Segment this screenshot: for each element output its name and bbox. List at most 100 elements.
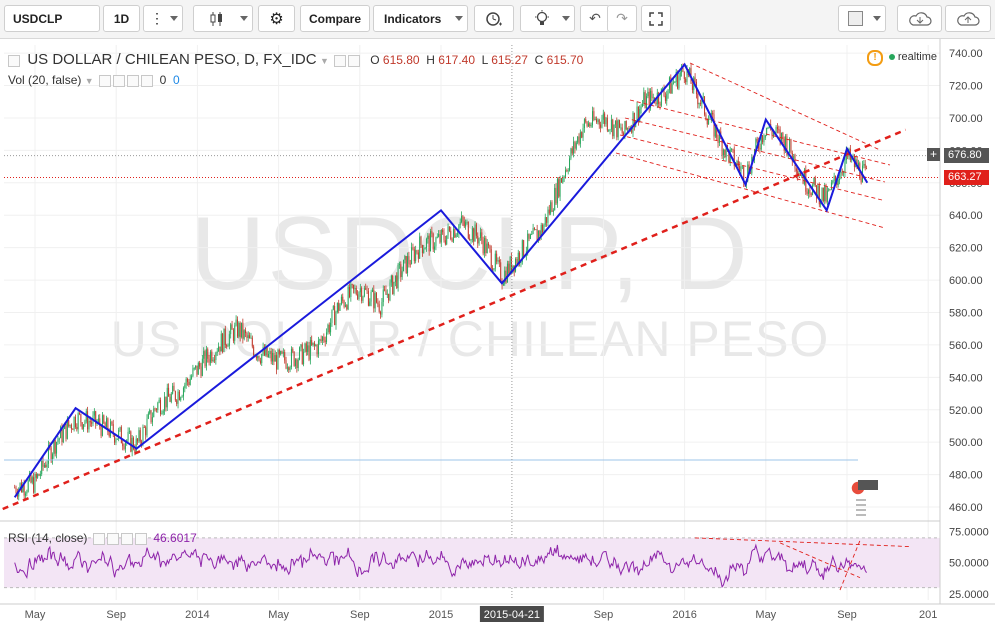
- toolbar: USDCLP 1D ⋮ ⚙ Compare Indicators ↶ ↷: [0, 0, 995, 39]
- candle-body: [164, 396, 166, 411]
- candle-body: [269, 351, 271, 354]
- candle-body: [698, 103, 700, 105]
- candle-body: [712, 112, 714, 115]
- candle-body: [594, 118, 596, 120]
- candle-body: [123, 446, 125, 450]
- eye-icon[interactable]: [98, 74, 111, 87]
- candle-body: [569, 158, 571, 171]
- eye-icon[interactable]: [92, 532, 105, 545]
- candle-body: [505, 270, 507, 283]
- collapse-icon[interactable]: [8, 54, 20, 67]
- candle-body: [543, 224, 545, 233]
- candle-body: [497, 260, 499, 262]
- candle-body: [452, 229, 454, 242]
- candle-body: [39, 474, 41, 476]
- candle-body: [308, 345, 310, 360]
- candle-body: [763, 137, 765, 143]
- candle-body: [623, 133, 625, 136]
- candlestick-icon: [210, 11, 222, 26]
- candle-body: [566, 170, 568, 172]
- chevron-down-icon[interactable]: ▼: [319, 56, 329, 66]
- load-layout-button[interactable]: [897, 5, 942, 32]
- redo-button[interactable]: ↷: [607, 5, 637, 32]
- settings-mini-icon[interactable]: [348, 54, 361, 67]
- ideas-button[interactable]: [520, 5, 575, 32]
- candle-body: [797, 171, 799, 176]
- channel-line: [689, 62, 881, 151]
- candle-body: [130, 431, 132, 452]
- candle-body: [124, 442, 126, 450]
- candle-body: [840, 172, 842, 179]
- candle-body: [455, 234, 457, 238]
- candle-body: [736, 160, 738, 166]
- candle-body: [517, 252, 519, 264]
- candle-body: [801, 174, 803, 176]
- rsi-tick-label: 50.0000: [949, 558, 989, 570]
- more-icon[interactable]: [134, 532, 147, 545]
- close-icon[interactable]: [120, 532, 133, 545]
- candle-body: [61, 426, 63, 443]
- settings-button[interactable]: ⚙: [258, 5, 295, 32]
- rsi-trendline: [779, 542, 861, 579]
- indicators-button[interactable]: Indicators: [373, 5, 468, 32]
- close-icon[interactable]: [126, 74, 139, 87]
- candle-body: [176, 400, 178, 404]
- candle-body: [666, 94, 668, 101]
- volume-value-1: 0: [159, 73, 167, 87]
- symbol-search-input[interactable]: USDCLP: [4, 5, 100, 32]
- candle-body: [336, 302, 338, 313]
- candle-body: [133, 437, 134, 449]
- candle-body: [504, 270, 506, 284]
- candle-body: [238, 322, 240, 337]
- candle-body: [377, 302, 379, 305]
- candle-body: [776, 127, 778, 130]
- interval-button[interactable]: 1D: [103, 5, 140, 32]
- candle-body: [200, 366, 202, 376]
- rsi-label: RSI (14, close): [8, 531, 88, 545]
- gear-icon: ⚙: [269, 10, 284, 28]
- candle-body: [110, 421, 112, 437]
- candle-body: [97, 418, 99, 423]
- candle-body: [494, 253, 496, 269]
- compare-button[interactable]: Compare: [300, 5, 370, 32]
- candle-body: [670, 77, 672, 94]
- candle-body: [682, 66, 684, 72]
- fullscreen-button[interactable]: [641, 5, 671, 32]
- more-icon[interactable]: [140, 74, 153, 87]
- candle-body: [370, 291, 372, 302]
- candle-body: [215, 352, 217, 361]
- color-theme-button[interactable]: [838, 5, 886, 32]
- candle-body: [694, 77, 696, 82]
- warning-icon[interactable]: !: [867, 50, 883, 66]
- add-alert-icon[interactable]: +: [927, 148, 940, 161]
- candle-body: [335, 312, 337, 326]
- close-label: C: [534, 53, 544, 67]
- candle-body: [779, 129, 781, 142]
- eye-icon[interactable]: [334, 54, 347, 67]
- settings-mini-icon[interactable]: [106, 532, 119, 545]
- time-tick-label: May: [755, 609, 776, 621]
- candle-body: [565, 170, 566, 177]
- candle-body: [755, 138, 757, 150]
- alert-button[interactable]: [474, 5, 514, 32]
- candle-body: [506, 263, 508, 283]
- candle-body: [432, 233, 434, 250]
- candle-body: [747, 164, 749, 181]
- more-intervals-button[interactable]: ⋮: [143, 5, 183, 32]
- chevron-down-icon[interactable]: ▼: [84, 76, 94, 86]
- crosshair-date-box: [479, 606, 544, 622]
- candle-body: [280, 351, 282, 355]
- candle-body: [821, 187, 823, 201]
- candle-body: [434, 246, 436, 250]
- candle-body: [760, 135, 762, 150]
- candle-body: [241, 322, 242, 337]
- candle-body: [299, 347, 301, 360]
- settings-mini-icon[interactable]: [112, 74, 125, 87]
- candle-body: [288, 367, 290, 370]
- candle-body: [388, 293, 390, 301]
- save-layout-button[interactable]: [945, 5, 991, 32]
- chart-style-button[interactable]: [193, 5, 253, 32]
- candle-body: [646, 96, 647, 109]
- candle-body: [721, 138, 723, 156]
